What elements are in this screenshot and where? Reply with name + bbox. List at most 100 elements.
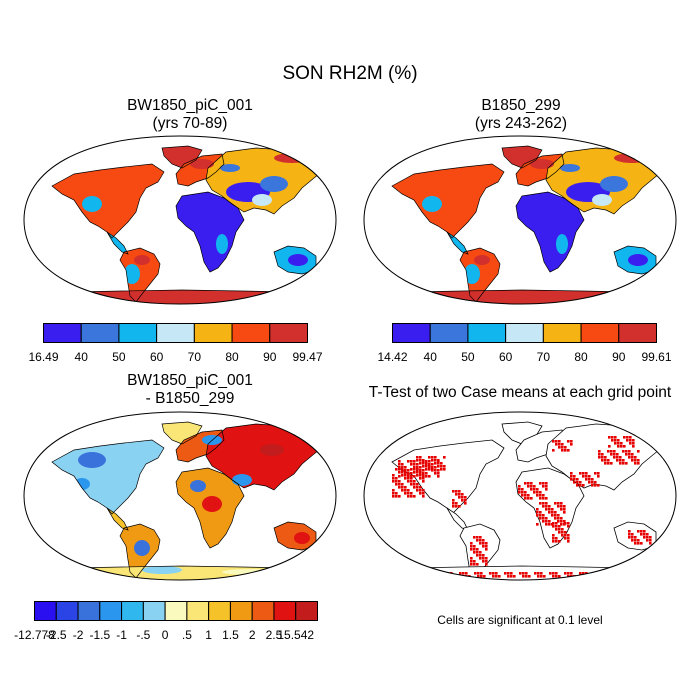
panel-4-title: T-Test of two Case means at each grid po… (368, 384, 672, 401)
coastline (459, 247, 501, 303)
coastline (391, 163, 505, 239)
colorbar-tick-label: 70 (536, 350, 551, 364)
panel-3-title-line1: BW1850_piC_001 (127, 372, 253, 389)
colorbar-tick-label: 99.61 (641, 350, 672, 364)
significant-region (416, 456, 446, 471)
colorbar-box (467, 323, 507, 343)
significance-note: Cells are significant at 0.1 level (437, 613, 603, 627)
panel-4-map (363, 411, 677, 581)
panel-2-map (363, 135, 677, 305)
colorbar-tick-label: -2 (72, 628, 84, 642)
field-patch (464, 264, 480, 284)
colorbar-box (156, 323, 195, 343)
significant-region (470, 536, 488, 566)
significant-region (598, 450, 640, 465)
panel-3-title-line2: - B1850_299 (145, 390, 235, 407)
coastline (515, 153, 565, 187)
coastline (119, 247, 161, 303)
colorbar-box (429, 323, 469, 343)
significant-region (552, 522, 570, 543)
colorbar-tick-label: 1.5 (222, 628, 239, 642)
colorbar-tick-label: 60 (498, 350, 513, 364)
colorbar-box (164, 601, 188, 621)
panel-1-colorbar-boxes (43, 323, 309, 343)
field-patch (232, 474, 252, 486)
map-border (23, 135, 337, 305)
land-southAmerica (460, 248, 500, 302)
colorbar-tick-label: -.5 (136, 628, 151, 642)
colorbar-tick-label: 90 (263, 350, 277, 364)
panel-1-colorbar-labels: 16.49 40 50 60 70 80 90 99.47 (28, 350, 322, 366)
colorbar-box (251, 601, 275, 621)
coastline (175, 467, 245, 549)
colorbar-tick-label: 40 (74, 350, 88, 364)
panel-2-title-line2: (yrs 243-262) (474, 115, 568, 132)
significant-region (552, 440, 573, 452)
colorbar-tick-label: 16.49 (28, 350, 59, 364)
coastline (501, 145, 543, 169)
land-greenland (162, 146, 202, 168)
field-patch (134, 255, 150, 265)
colorbar-tick-label: 99.47 (292, 350, 323, 364)
field-patch (530, 159, 554, 169)
coastline (175, 153, 225, 187)
field-patch (592, 194, 612, 206)
colorbar-tick-label: 40 (423, 350, 437, 364)
colorbar-tick-label: -1.5 (89, 628, 111, 642)
field-patch (134, 540, 150, 556)
land-greenland (502, 146, 542, 168)
field-patch (190, 480, 206, 492)
panel-3-map (23, 411, 337, 581)
significant-region (452, 490, 467, 508)
panel-3-title: BW1850_piC_001 - B1850_299 (60, 372, 320, 408)
colorbar-tick-label: 1 (205, 628, 212, 642)
colorbar-box (580, 323, 620, 343)
panel-2-title: B1850_299 (yrs 243-262) (391, 97, 651, 133)
significant-region (570, 472, 600, 487)
significant-region (628, 530, 652, 545)
coastline (515, 191, 585, 273)
field-patch (474, 255, 490, 265)
map-border (363, 411, 677, 581)
field-patch (202, 496, 222, 512)
colorbar-tick-label: 15.542 (277, 628, 315, 642)
field-patch (124, 264, 140, 284)
panel-3-colorbar-boxes (34, 601, 319, 621)
field-patch (190, 159, 214, 169)
colorbar-tick-label: 14.42 (377, 350, 408, 364)
significant-region (608, 436, 635, 448)
panel-2-title-line1: B1850_299 (481, 97, 561, 114)
land-asia (206, 424, 330, 490)
colorbar-box (186, 601, 210, 621)
colorbar-box (121, 601, 144, 621)
field-patch (560, 164, 580, 172)
significant-region (536, 502, 566, 526)
coastline (106, 507, 129, 531)
colorbar-box (142, 601, 166, 621)
panel-2-colorbar: 14.42 40 50 60 70 80 90 99.61 (377, 323, 672, 364)
field-patch (82, 196, 102, 212)
coastline (161, 145, 203, 169)
land-greenland (162, 422, 202, 444)
land-northAmerica (392, 164, 504, 238)
colorbar-box (193, 323, 233, 343)
colorbar-box (231, 323, 271, 343)
field-patch (252, 194, 272, 206)
panel-3-colorbar: -12.778 -2.5 -2 -1.5 -1 -.5 0 .5 1 1.5 2 2.5 15.542 (14, 601, 319, 642)
colorbar-tick-label: 50 (112, 350, 126, 364)
colorbar-tick-label: -1 (116, 628, 127, 642)
panel-2-colorbar-boxes (392, 323, 658, 343)
field-patch (260, 444, 284, 456)
field-patch (78, 452, 106, 468)
land-antarctica (32, 290, 330, 304)
colorbar-box (618, 323, 658, 343)
field-patch (294, 532, 310, 544)
land-northAmerica (52, 164, 164, 238)
coastline (119, 523, 161, 579)
colorbar-tick-label: .5 (181, 628, 192, 642)
field-patch (220, 164, 240, 172)
panel-1-title-line2: (yrs 70-89) (152, 115, 228, 132)
colorbar-box (99, 601, 123, 621)
panel-1-title: BW1850_piC_001 (yrs 70-89) (60, 97, 320, 133)
panel-1-colorbar: 16.49 40 50 60 70 80 90 99.47 (28, 323, 323, 366)
